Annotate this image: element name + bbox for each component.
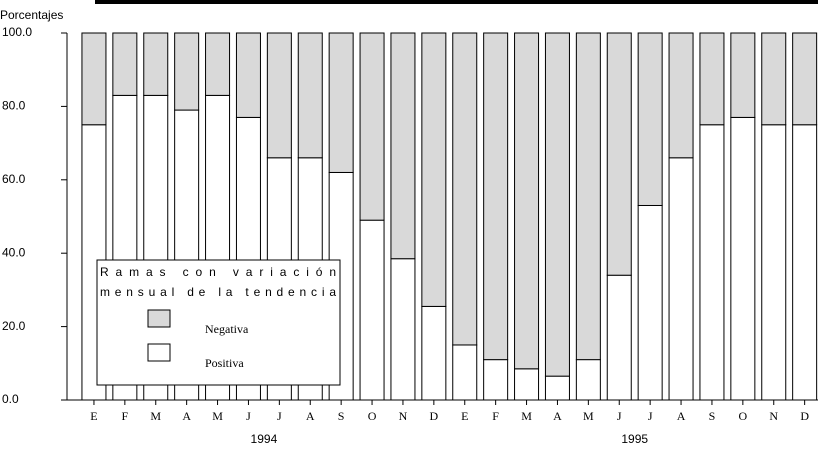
- bar-segment: [452, 32, 478, 346]
- year-label: 1994: [251, 432, 278, 446]
- y-tick-label: 0.0: [2, 392, 19, 406]
- bar-segment: [575, 359, 601, 401]
- bar-segment: [81, 32, 107, 126]
- bar-segment: [514, 32, 540, 370]
- bar-segment: [112, 32, 138, 96]
- legend-label: Negativa: [205, 322, 249, 336]
- x-tick-label: J: [246, 409, 251, 423]
- x-tick-label: E: [461, 409, 468, 423]
- bar-segment: [390, 32, 416, 260]
- x-tick-label: D: [800, 409, 809, 423]
- bar-segment: [143, 32, 169, 96]
- x-tick-label: F: [122, 409, 129, 423]
- bar-segment: [328, 32, 354, 173]
- bar-segment: [730, 32, 756, 118]
- bar-segment: [606, 32, 632, 276]
- y-tick-label: 20.0: [2, 319, 26, 333]
- x-tick-label: E: [90, 409, 97, 423]
- bar-segment: [483, 359, 509, 401]
- x-tick-label: A: [553, 409, 562, 423]
- bar-segment: [761, 124, 787, 401]
- x-tick-label: M: [212, 409, 223, 423]
- x-tick-label: N: [769, 409, 778, 423]
- legend-box: [96, 259, 341, 386]
- y-tick-label: 100.0: [2, 25, 32, 39]
- y-tick-label: 80.0: [2, 99, 26, 113]
- x-tick-label: F: [492, 409, 499, 423]
- top-rule: [95, 0, 818, 4]
- bar-segment: [699, 124, 725, 401]
- x-tick-label: O: [368, 409, 377, 423]
- bar-segment: [668, 157, 694, 401]
- x-tick-label: S: [338, 409, 345, 423]
- x-tick-label: J: [277, 409, 282, 423]
- bar-segment: [421, 32, 447, 307]
- bar-segment: [235, 32, 261, 118]
- bar-segment: [792, 32, 818, 126]
- y-tick-label: 40.0: [2, 245, 26, 259]
- bar-segment: [483, 32, 509, 361]
- legend-swatch: [147, 343, 171, 362]
- x-tick-label: A: [677, 409, 686, 423]
- bar-segment: [761, 32, 787, 126]
- x-tick-label: J: [648, 409, 653, 423]
- bar-segment: [297, 32, 323, 159]
- bar-segment: [205, 32, 231, 96]
- x-tick-label: D: [430, 409, 439, 423]
- bar-segment: [514, 368, 540, 401]
- legend-label: Positiva: [205, 356, 244, 370]
- y-axis-label: Porcentajes: [0, 8, 63, 22]
- bar-segment: [421, 305, 447, 401]
- x-tick-label: A: [182, 409, 191, 423]
- legend-swatch: [147, 309, 171, 328]
- y-tick-label: 60.0: [2, 172, 26, 186]
- x-tick-label: N: [399, 409, 408, 423]
- bar-segment: [668, 32, 694, 159]
- bar-segment: [730, 116, 756, 401]
- bar-segment: [544, 375, 570, 401]
- bar-segment: [637, 204, 663, 401]
- bar-segment: [452, 344, 478, 401]
- bar-segment: [699, 32, 725, 126]
- bar-segment: [359, 32, 385, 221]
- bar-segment: [359, 219, 385, 401]
- bar-segment: [637, 32, 663, 206]
- x-tick-label: O: [739, 409, 748, 423]
- bar-segment: [266, 32, 292, 159]
- bar-segment: [575, 32, 601, 361]
- bar-segment: [544, 32, 570, 377]
- x-tick-label: M: [521, 409, 532, 423]
- x-tick-label: M: [583, 409, 594, 423]
- year-label: 1995: [621, 432, 648, 446]
- x-tick-label: M: [150, 409, 161, 423]
- bar-segment: [792, 124, 818, 401]
- x-tick-label: S: [709, 409, 716, 423]
- x-tick-label: J: [617, 409, 622, 423]
- bar-segment: [606, 274, 632, 401]
- bar-segment: [174, 32, 200, 111]
- x-tick-label: A: [306, 409, 315, 423]
- bar-segment: [390, 258, 416, 401]
